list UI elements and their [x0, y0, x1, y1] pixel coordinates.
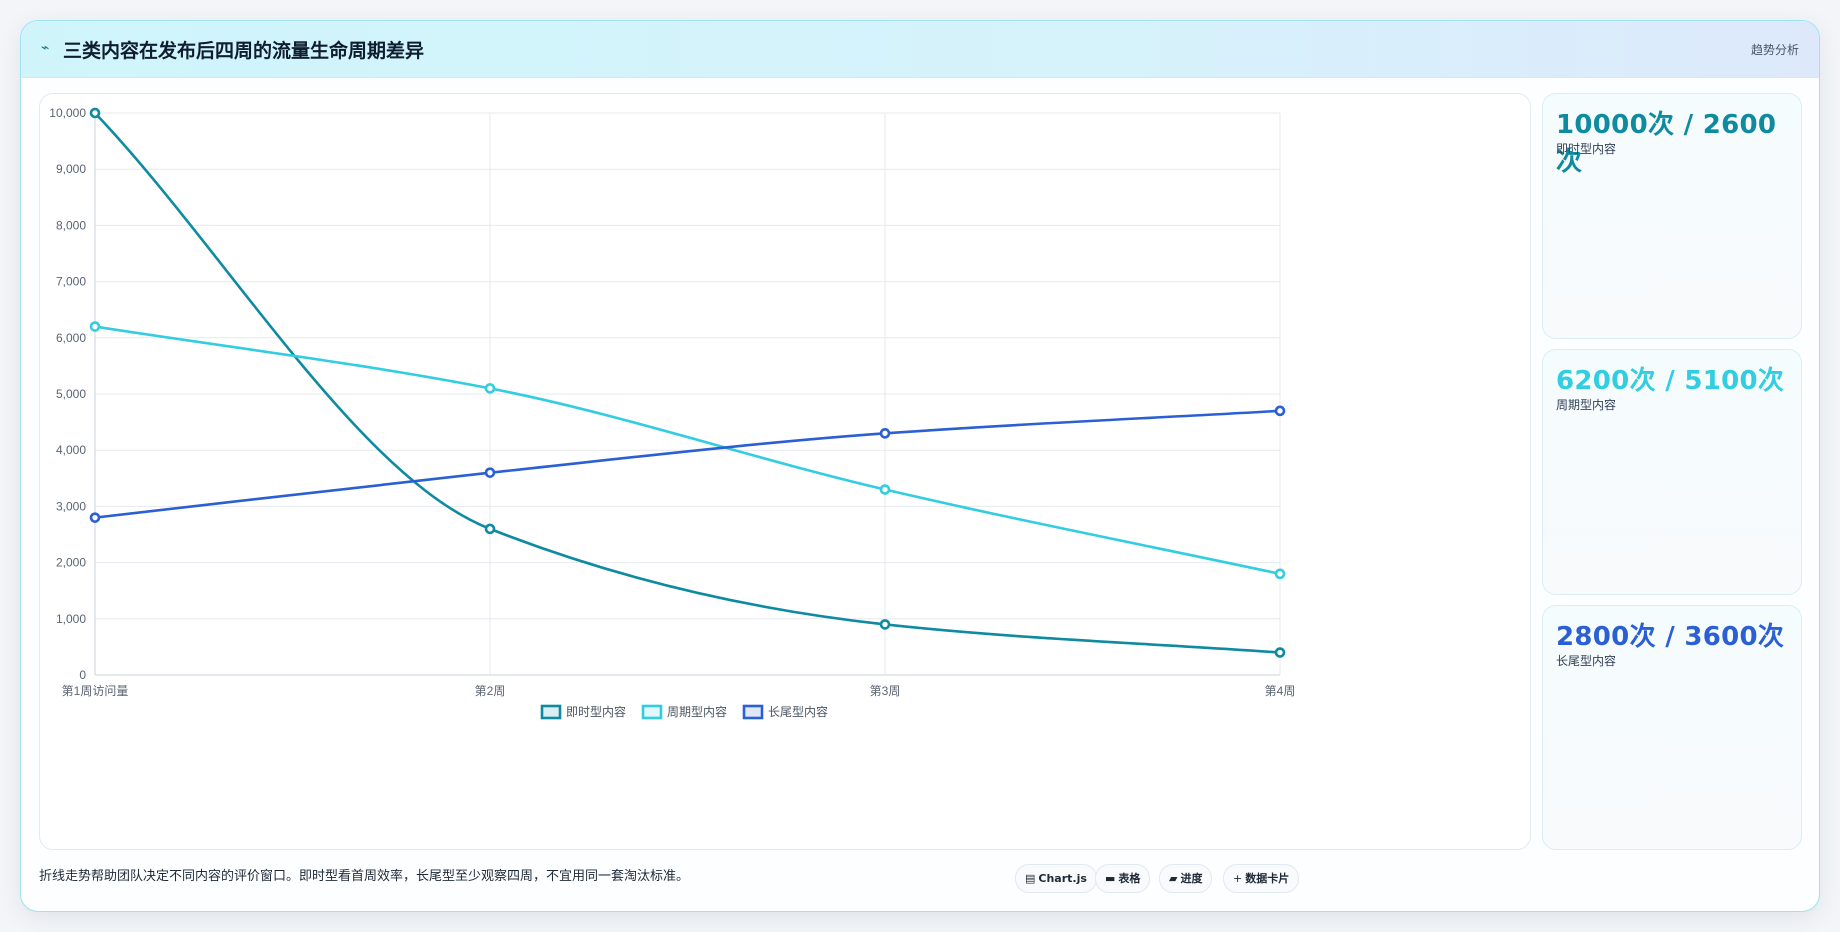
x-tick-label: 第4周 — [1265, 684, 1296, 698]
y-tick-label: 6,000 — [56, 331, 86, 345]
card-header: ⌁ 三类内容在发布后四周的流量生命周期差异 趋势分析 — [21, 21, 1819, 78]
data-point — [879, 619, 891, 630]
data-point — [1274, 647, 1286, 658]
data-point — [879, 428, 891, 439]
chart-icon: ▤ — [1025, 872, 1036, 885]
chip-chartjs[interactable]: ▤ Chart.js — [1015, 864, 1097, 893]
data-point — [484, 383, 496, 394]
trend-icon: ⌁ — [41, 40, 50, 56]
y-tick-label: 4,000 — [56, 443, 86, 457]
stat-value: 6200次 / 5100次 — [1556, 366, 1785, 396]
y-tick-label: 7,000 — [56, 275, 86, 289]
stat-label: 即时型内容 — [1556, 142, 1617, 156]
y-tick-label: 9,000 — [56, 162, 86, 176]
chip-data-card[interactable]: + 数据卡片 — [1223, 864, 1300, 893]
chart-panel: 0 1,000 2,000 3,000 4,000 5,000 6,000 7,000 8,00… — [39, 93, 1531, 850]
legend-label: 周期型内容 — [667, 704, 727, 719]
stat-card-longtail: 2800次 / 3600次 长尾型内容 — [1542, 605, 1802, 850]
y-tick-label: 1,000 — [56, 612, 86, 626]
legend-swatch — [540, 704, 562, 720]
y-tick-label: 3,000 — [56, 499, 86, 513]
chip-label: Chart.js — [1038, 872, 1087, 885]
data-point — [1274, 568, 1286, 580]
series-line — [94, 409, 1281, 519]
series-line — [94, 325, 1281, 576]
data-point — [484, 467, 496, 478]
y-tick-label: 8,000 — [56, 218, 86, 232]
data-card-icon: + — [1233, 872, 1243, 885]
table-icon: ▬ — [1105, 872, 1116, 885]
data-point — [1274, 405, 1286, 417]
chip-table[interactable]: ▬ 表格 — [1095, 864, 1151, 893]
stat-card-instant: 10000次 / 2600次 即时型内容 — [1542, 93, 1802, 339]
chart-card: ⌁ 三类内容在发布后四周的流量生命周期差异 趋势分析 0 1,000 2,000 3,… — [20, 20, 1820, 912]
data-point — [89, 512, 101, 523]
category-tag: 趋势分析 — [1750, 43, 1799, 57]
legend-swatch — [641, 704, 663, 720]
x-tick-label: 第3周 — [870, 684, 901, 698]
data-point — [89, 107, 101, 119]
stat-card-periodic: 6200次 / 5100次 周期型内容 — [1542, 349, 1802, 595]
stat-value: 10000次 / 2600次 — [1556, 110, 1777, 177]
footer-note: 折线走势帮助团队决定不同内容的评价窗口。即时型看首周效率，长尾型至少观察四周，不… — [39, 869, 690, 884]
y-tick-label: 5,000 — [56, 387, 86, 401]
y-tick-label: 0 — [79, 668, 86, 682]
page-title: 三类内容在发布后四周的流量生命周期差异 — [63, 40, 425, 62]
chip-label: 表格 — [1118, 872, 1141, 885]
x-tick-label: 第2周 — [475, 684, 506, 698]
chip-progress[interactable]: ▰ 进度 — [1159, 864, 1213, 893]
legend-label: 即时型内容 — [566, 704, 626, 719]
data-point — [89, 321, 101, 332]
stat-label: 周期型内容 — [1556, 398, 1617, 412]
legend-label: 长尾型内容 — [768, 704, 828, 719]
legend-swatch — [742, 704, 764, 720]
data-point — [484, 523, 496, 535]
stat-label: 长尾型内容 — [1556, 654, 1617, 668]
data-point — [879, 484, 891, 495]
chip-label: 数据卡片 — [1245, 872, 1290, 885]
chip-label: 进度 — [1180, 872, 1203, 885]
series-line — [94, 112, 1281, 654]
y-tick-label: 2,000 — [56, 556, 86, 570]
y-tick-label: 10,000 — [49, 106, 86, 120]
progress-icon: ▰ — [1169, 872, 1178, 885]
stat-value: 2800次 / 3600次 — [1556, 622, 1785, 652]
line-chart: 0 1,000 2,000 3,000 4,000 5,000 6,000 7,000 8,00… — [49, 106, 1296, 720]
x-tick-label: 第1周访问量 — [62, 684, 129, 698]
